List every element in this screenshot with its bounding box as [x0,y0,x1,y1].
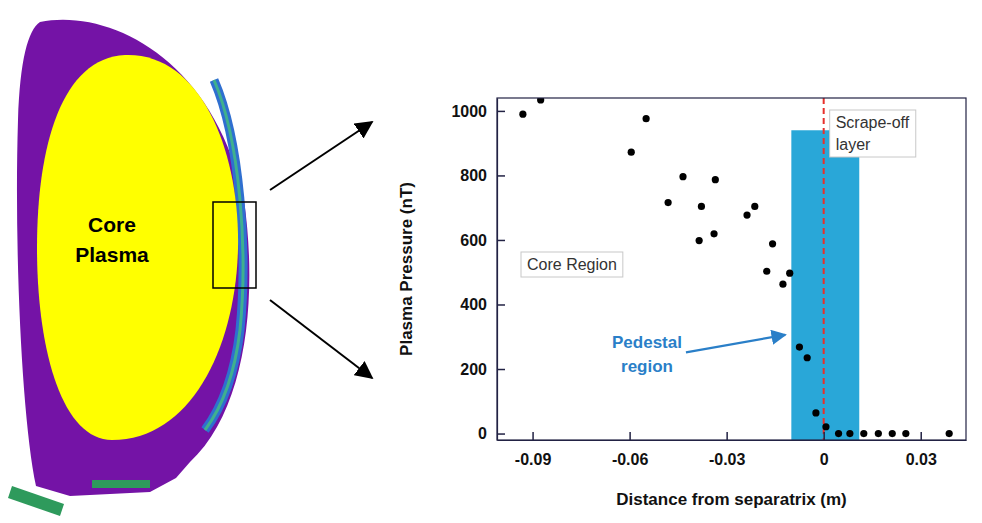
tick: 1000 [451,103,505,120]
x-axis-title: Distance from separatrix (m) [616,490,847,509]
tick: 0 [820,432,829,468]
annotation: Pedestalregion [612,333,682,376]
tick: -0.06 [612,432,649,468]
figure: CorePlasma -0.09 -0.06 -0.03 0 0.03 0 200 400 600… [0,0,982,523]
data-point [698,203,705,210]
data-point [665,199,672,206]
separatrix-line [823,98,825,440]
data-point [743,212,750,219]
tick-mark [532,432,534,440]
tick: 0 [478,425,505,442]
zoom-box [213,202,256,288]
data-point [696,237,703,244]
tick: 0.03 [906,432,937,468]
data-point [712,176,719,183]
data-point [786,270,793,277]
data-point [519,111,526,118]
tick-mark [497,175,505,177]
tick: 400 [460,296,505,313]
y-axis: 0 200 400 600 800 1000 [451,99,505,443]
tick-mark [497,240,505,242]
zoom-arrow [270,300,372,378]
annotation: Scrape-offlayer [836,114,910,153]
tick: 200 [460,361,505,378]
tick-label: 1000 [451,103,487,120]
tick-label: -0.06 [612,451,649,468]
plot-frame [497,98,966,440]
tick-label: -0.03 [709,451,746,468]
data-point [889,430,896,437]
tick-label: 0 [820,451,829,468]
tick-label: 0 [478,425,487,442]
diagram-label: CorePlasma [75,213,149,266]
core-plasma [37,55,238,440]
tick: -0.03 [709,432,746,468]
tick: -0.09 [515,432,552,468]
data-point [537,98,544,104]
y-axis-line [497,99,498,441]
tick-mark [823,432,825,440]
tick-label: 400 [460,296,487,313]
data-point [679,173,686,180]
zoom-arrow [270,122,372,190]
annotation-arrow [686,335,785,353]
data-point [822,423,829,430]
data-point [710,230,717,237]
data-point [812,409,819,416]
y-axis-title: Plasma Pressure (nT) [397,182,416,356]
x-axis: -0.09 -0.06 -0.03 0 0.03 [498,432,967,468]
data-point [628,149,635,156]
tick-label: 200 [460,361,487,378]
tick: 600 [460,232,505,249]
outer-region [17,20,249,496]
tick: 800 [460,167,505,184]
data-point [860,430,867,437]
data-point [763,268,770,275]
data-point [804,354,811,361]
pedestal-band [791,130,859,440]
tick-label: 0.03 [906,451,937,468]
tick-mark [497,304,505,306]
tick-label: 800 [460,167,487,184]
tick-label: 600 [460,232,487,249]
data-point [875,430,882,437]
tick-mark [726,432,728,440]
data-point [946,430,953,437]
x-axis-line [498,440,967,441]
plot-area [519,98,953,440]
data-point [751,203,758,210]
data-point [902,430,909,437]
chart: -0.09 -0.06 -0.03 0 0.03 0 200 400 600 800 1000 Dis… [397,96,967,509]
data-point [846,430,853,437]
data-point [835,430,842,437]
annotation: Core Region [527,256,617,273]
tick-mark [920,432,922,440]
annotation-box [521,252,623,277]
tick-mark [497,433,505,435]
data-point [643,115,650,122]
tick-label: -0.09 [515,451,552,468]
annotations: Core Region Scrape-offlayer Pedestalregion [521,110,916,376]
tick-mark [497,369,505,371]
tokamak-diagram: CorePlasma [8,20,372,516]
tick-mark [497,111,505,113]
data-point [779,281,786,288]
tick-mark [629,432,631,440]
data-point [769,240,776,247]
divertor-plate [92,480,150,488]
divertor-plate [8,486,64,516]
annotation-box [830,110,916,157]
data-point [796,343,803,350]
